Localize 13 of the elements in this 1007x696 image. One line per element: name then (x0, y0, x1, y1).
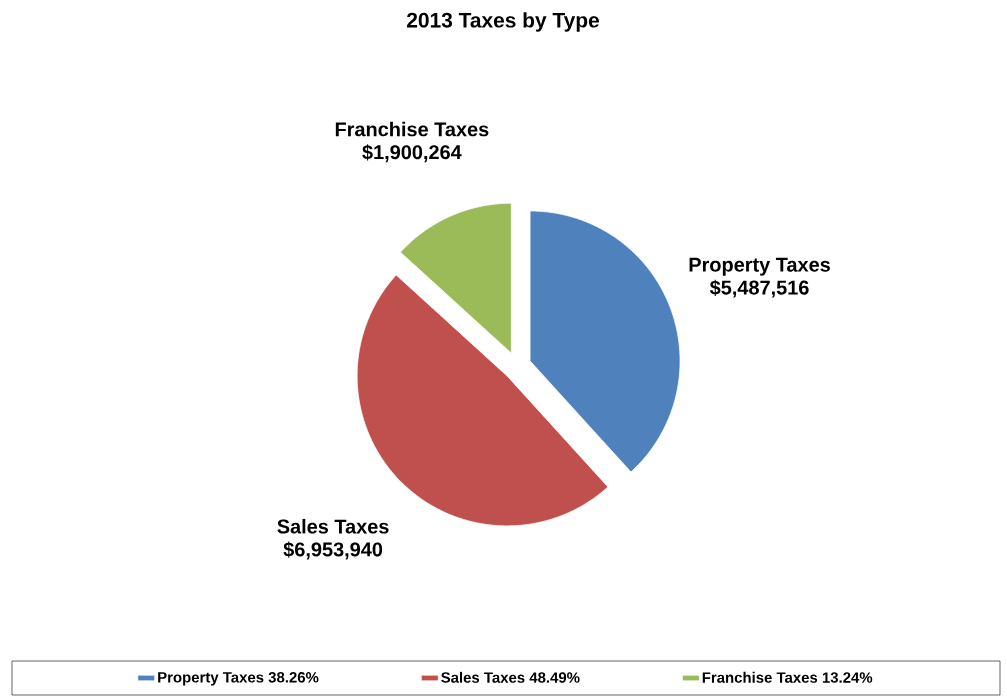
chart-title: 2013 Taxes by Type (407, 12, 600, 32)
data-label: $6,953,940 (283, 541, 383, 560)
slice-label: Sales Taxes (277, 518, 389, 534)
legend-label: Sales Taxes (441, 671, 525, 683)
legend-label: Franchise Taxes (702, 671, 818, 683)
legend-label: Property Taxes (158, 672, 264, 686)
text: 48.49% (529, 672, 580, 683)
data-label: $1,900,264 (362, 144, 462, 163)
slice-label: Franchise Taxes (335, 121, 489, 137)
text: 13.24% (822, 672, 873, 683)
data-label: $5,487,516 (709, 279, 809, 298)
text: 38.26% (268, 672, 319, 683)
slice-label: Property Taxes (689, 257, 830, 276)
